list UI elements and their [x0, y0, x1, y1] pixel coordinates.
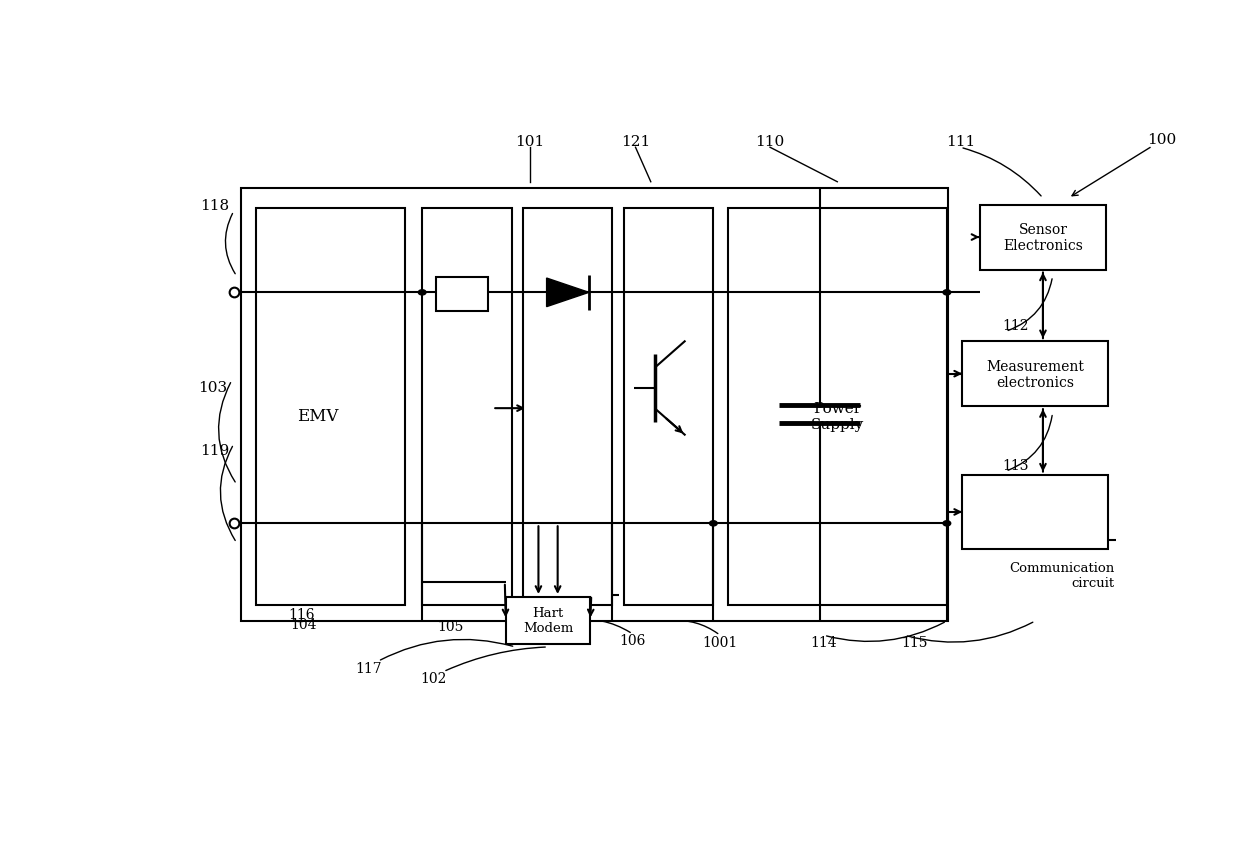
- Bar: [523, 208, 613, 605]
- Text: 112: 112: [1002, 318, 1028, 333]
- Polygon shape: [547, 279, 589, 307]
- Text: 115: 115: [901, 635, 928, 649]
- Text: 121: 121: [621, 134, 650, 149]
- Circle shape: [942, 521, 951, 527]
- Circle shape: [942, 290, 951, 295]
- Text: Hart
Modem: Hart Modem: [523, 607, 573, 635]
- Text: Communication
circuit: Communication circuit: [1009, 562, 1114, 590]
- Bar: [435, 278, 489, 311]
- Text: 100: 100: [1147, 133, 1177, 147]
- Bar: [962, 342, 1109, 407]
- Text: 105: 105: [438, 619, 464, 633]
- Text: 1001: 1001: [702, 635, 738, 649]
- Bar: [624, 208, 713, 605]
- Text: 104: 104: [290, 618, 317, 631]
- Text: 116: 116: [288, 608, 314, 622]
- Text: 114: 114: [811, 635, 837, 649]
- Text: 103: 103: [198, 381, 227, 394]
- Bar: [506, 598, 590, 644]
- Text: 101: 101: [515, 134, 544, 149]
- Text: EMV: EMV: [298, 408, 339, 425]
- Bar: [728, 208, 947, 605]
- Text: 111: 111: [946, 134, 975, 149]
- Bar: [242, 189, 947, 621]
- Text: 102: 102: [420, 671, 446, 685]
- Text: 119: 119: [200, 444, 229, 458]
- Bar: [255, 208, 404, 605]
- Bar: [422, 208, 512, 605]
- Text: 117: 117: [355, 661, 382, 675]
- Text: Measurement
electronics: Measurement electronics: [986, 360, 1084, 389]
- Text: 106: 106: [620, 634, 646, 647]
- Bar: [962, 475, 1109, 549]
- Text: Sensor
Electronics: Sensor Electronics: [1003, 223, 1083, 253]
- Circle shape: [709, 521, 717, 527]
- Text: 110: 110: [755, 134, 785, 149]
- Text: 118: 118: [200, 198, 229, 212]
- Circle shape: [418, 290, 427, 295]
- Bar: [980, 205, 1106, 270]
- Text: Power
Supply: Power Supply: [811, 402, 864, 431]
- Text: 113: 113: [1002, 458, 1028, 472]
